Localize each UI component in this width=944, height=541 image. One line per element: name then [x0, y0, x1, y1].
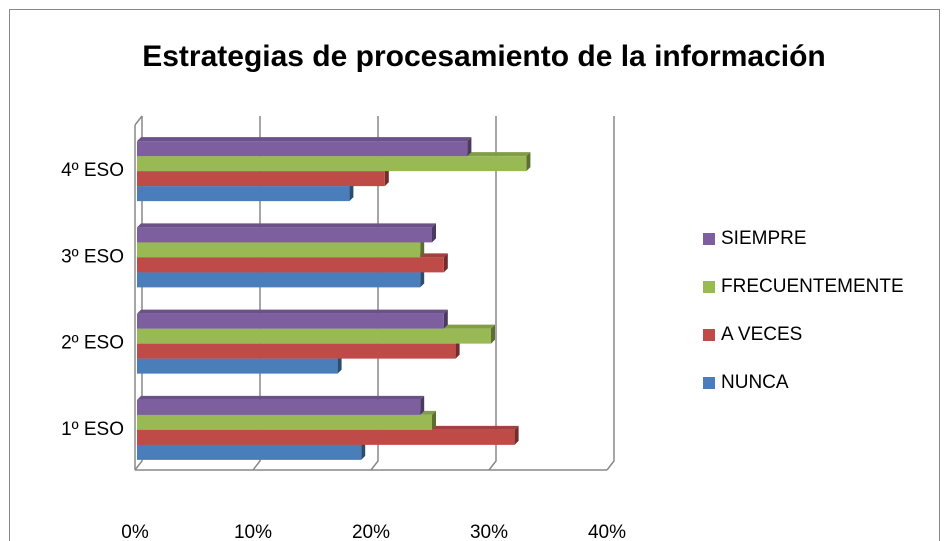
bar-side — [514, 425, 519, 445]
legend-label: NUNCA — [721, 372, 789, 393]
bar-top — [137, 223, 436, 228]
bar-side — [384, 167, 389, 187]
legend-label: A VECES — [721, 324, 802, 345]
bar — [137, 242, 421, 258]
bar — [137, 227, 432, 243]
chart-title: Estrategias de procesamiento de la infor… — [142, 40, 826, 73]
bar — [137, 429, 515, 445]
bar-side — [443, 309, 448, 329]
bar-side — [420, 268, 425, 288]
bar-side — [526, 152, 531, 172]
bar — [137, 414, 432, 430]
bar-side — [361, 440, 366, 460]
bar — [137, 444, 362, 460]
bar-side — [455, 339, 460, 359]
bar — [137, 358, 338, 374]
y-tick-label: 4º ESO — [61, 160, 124, 181]
grid-line — [488, 116, 497, 471]
legend-swatch — [703, 329, 715, 341]
bar — [137, 171, 385, 187]
x-tick-label: 40% — [588, 522, 626, 541]
bar-side — [420, 238, 425, 258]
bar-top — [137, 309, 448, 314]
bar-side — [420, 395, 425, 415]
legend-swatch — [703, 281, 715, 293]
bar-side — [349, 182, 354, 202]
bar — [137, 141, 468, 157]
axis-wall — [134, 115, 143, 126]
bar-top — [137, 137, 472, 142]
x-tick-label: 0% — [121, 522, 149, 541]
bar-side — [443, 253, 448, 273]
bar-side — [337, 354, 342, 374]
bar-top — [137, 395, 425, 400]
y-tick-label: 2º ESO — [61, 333, 124, 354]
bar-side — [467, 137, 472, 157]
legend-swatch — [703, 377, 715, 389]
x-tick-label: 30% — [470, 522, 508, 541]
bar — [137, 328, 491, 344]
bar — [137, 399, 421, 415]
x-tick-label: 10% — [234, 522, 272, 541]
bar-side — [491, 324, 495, 344]
bar — [137, 156, 527, 172]
legend-label: SIEMPRE — [721, 228, 807, 249]
bar-side — [432, 410, 436, 430]
bar-side — [432, 223, 436, 243]
bar — [137, 343, 456, 359]
bar — [137, 257, 444, 273]
y-tick-label: 3º ESO — [61, 246, 124, 267]
y-tick-label: 1º ESO — [61, 419, 124, 440]
x-tick-label: 20% — [352, 522, 390, 541]
bar — [137, 272, 421, 288]
legend-label: FRECUENTEMENTE — [721, 276, 904, 297]
grid-line — [606, 116, 615, 471]
legend-swatch — [703, 233, 715, 245]
bar — [137, 313, 444, 329]
bar — [137, 186, 350, 202]
